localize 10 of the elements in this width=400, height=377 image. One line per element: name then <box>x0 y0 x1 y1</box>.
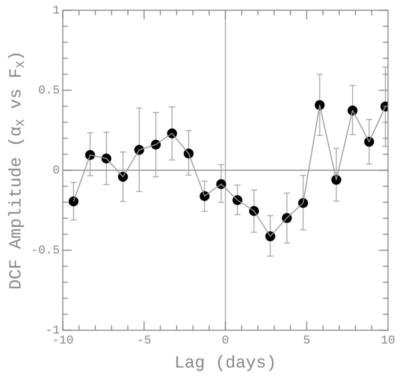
y-axis-title: DCF Amplitude (αX vs FX) <box>8 50 28 290</box>
x-tick-label: 0 <box>222 334 230 348</box>
y-tick-label: 1 <box>52 3 60 18</box>
x-tick-label: 5 <box>303 334 310 348</box>
y-tick-label: 0.5 <box>38 83 60 98</box>
y-tick-label: 0 <box>52 163 60 178</box>
y-tick-label: -0.5 <box>30 243 60 258</box>
x-axis-title: Lag (days) <box>174 354 276 374</box>
x-tick-label: 10 <box>380 334 396 348</box>
x-tick-label: -5 <box>136 334 152 348</box>
